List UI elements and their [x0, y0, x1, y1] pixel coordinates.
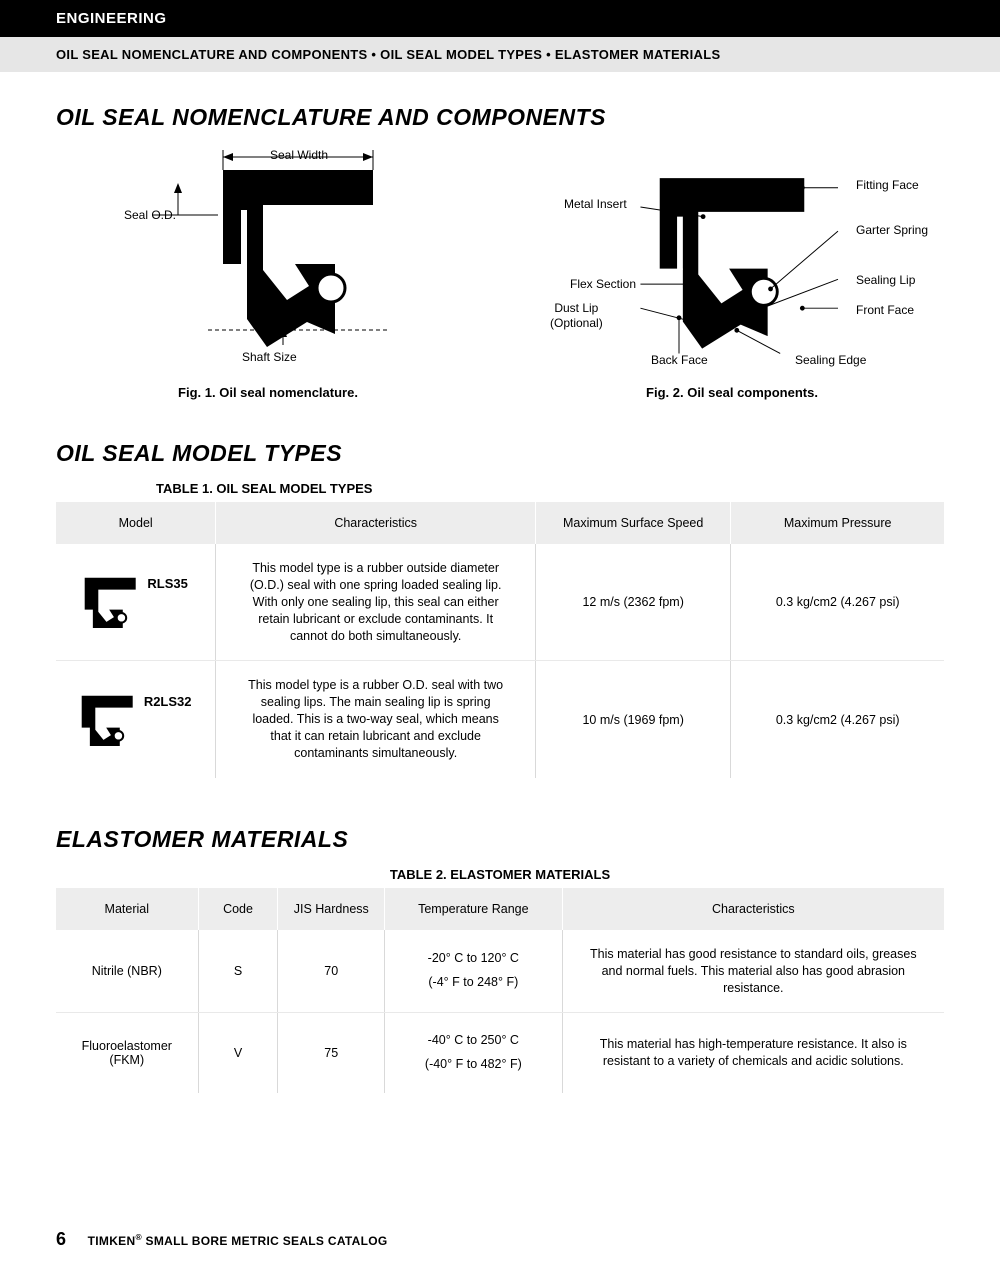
table2-title: TABLE 2. ELASTOMER MATERIALS — [56, 867, 944, 882]
figure-1: Seal Width Seal O.D. Shaft Size Fig. 1. … — [56, 145, 480, 400]
footer-title: TIMKEN® SMALL BORE METRIC SEALS CATALOG — [88, 1234, 388, 1248]
label-sealing-lip: Sealing Lip — [856, 273, 915, 287]
label-dust-lip: Dust Lip (Optional) — [550, 301, 603, 331]
seal-icon — [80, 694, 136, 746]
model-label: R2LS32 — [144, 694, 192, 709]
col-characteristics: Characteristics — [216, 502, 536, 544]
label-fitting-face: Fitting Face — [856, 178, 919, 192]
label-front-face: Front Face — [856, 303, 914, 317]
cell-hardness: 70 — [278, 930, 385, 1013]
label-seal-od: Seal O.D. — [124, 208, 176, 222]
table1-title: TABLE 1. OIL SEAL MODEL TYPES — [156, 481, 944, 496]
label-back-face: Back Face — [651, 353, 708, 367]
model-label: RLS35 — [147, 576, 187, 591]
cell-material: Nitrile (NBR) — [56, 930, 198, 1013]
cell-speed: 10 m/s (1969 fpm) — [536, 661, 731, 778]
col-hardness: JIS Hardness — [278, 888, 385, 930]
page-footer: 6 TIMKEN® SMALL BORE METRIC SEALS CATALO… — [56, 1229, 388, 1250]
cell-pressure: 0.3 kg/cm2 (4.267 psi) — [731, 544, 944, 661]
elastomers-table: Material Code JIS Hardness Temperature R… — [56, 888, 944, 1093]
figure-2-caption: Fig. 2. Oil seal components. — [520, 385, 944, 400]
label-shaft-size: Shaft Size — [242, 350, 297, 364]
page-number: 6 — [56, 1229, 66, 1249]
label-garter-spring: Garter Spring — [856, 223, 928, 237]
figure-1-caption: Fig. 1. Oil seal nomenclature. — [56, 385, 480, 400]
col-speed: Maximum Surface Speed — [536, 502, 731, 544]
header-section: ENGINEERING — [0, 0, 1000, 37]
seal-icon — [83, 576, 139, 628]
label-sealing-edge: Sealing Edge — [795, 353, 866, 367]
col-material: Material — [56, 888, 198, 930]
figure-2: Metal Insert Flex Section Dust Lip (Opti… — [520, 145, 944, 400]
seal-nomenclature-diagram — [56, 145, 480, 375]
cell-temp: -40° C to 250° C (-40° F to 482° F) — [385, 1013, 563, 1093]
col-characteristics: Characteristics — [562, 888, 944, 930]
model-types-title: OIL SEAL MODEL TYPES — [56, 440, 944, 467]
cell-material: Fluoroelastomer (FKM) — [56, 1013, 198, 1093]
col-temp: Temperature Range — [385, 888, 563, 930]
table-row: R2LS32 This model type is a rubber O.D. … — [56, 661, 944, 778]
cell-characteristics: This material has good resistance to sta… — [575, 946, 932, 997]
cell-code: S — [198, 930, 278, 1013]
label-flex-section: Flex Section — [570, 277, 636, 291]
cell-pressure: 0.3 kg/cm2 (4.267 psi) — [731, 661, 944, 778]
cell-characteristics: This material has high-temperature resis… — [575, 1036, 932, 1070]
nomenclature-title: OIL SEAL NOMENCLATURE AND COMPONENTS — [56, 104, 944, 131]
cell-characteristics: This model type is a rubber outside diam… — [228, 560, 523, 644]
label-seal-width: Seal Width — [270, 148, 328, 162]
header-breadcrumb: OIL SEAL NOMENCLATURE AND COMPONENTS • O… — [0, 37, 1000, 72]
col-code: Code — [198, 888, 278, 930]
table-row: Fluoroelastomer (FKM) V 75 -40° C to 250… — [56, 1013, 944, 1093]
col-pressure: Maximum Pressure — [731, 502, 944, 544]
model-types-table: Model Characteristics Maximum Surface Sp… — [56, 502, 944, 778]
cell-hardness: 75 — [278, 1013, 385, 1093]
label-metal-insert: Metal Insert — [564, 197, 627, 211]
cell-characteristics: This model type is a rubber O.D. seal wi… — [228, 677, 523, 761]
table-row: RLS35 This model type is a rubber outsid… — [56, 544, 944, 661]
elastomers-title: ELASTOMER MATERIALS — [56, 826, 944, 853]
cell-temp: -20° C to 120° C (-4° F to 248° F) — [385, 930, 563, 1013]
cell-speed: 12 m/s (2362 fpm) — [536, 544, 731, 661]
cell-code: V — [198, 1013, 278, 1093]
col-model: Model — [56, 502, 216, 544]
figures-row: Seal Width Seal O.D. Shaft Size Fig. 1. … — [56, 145, 944, 400]
table-row: Nitrile (NBR) S 70 -20° C to 120° C (-4°… — [56, 930, 944, 1013]
